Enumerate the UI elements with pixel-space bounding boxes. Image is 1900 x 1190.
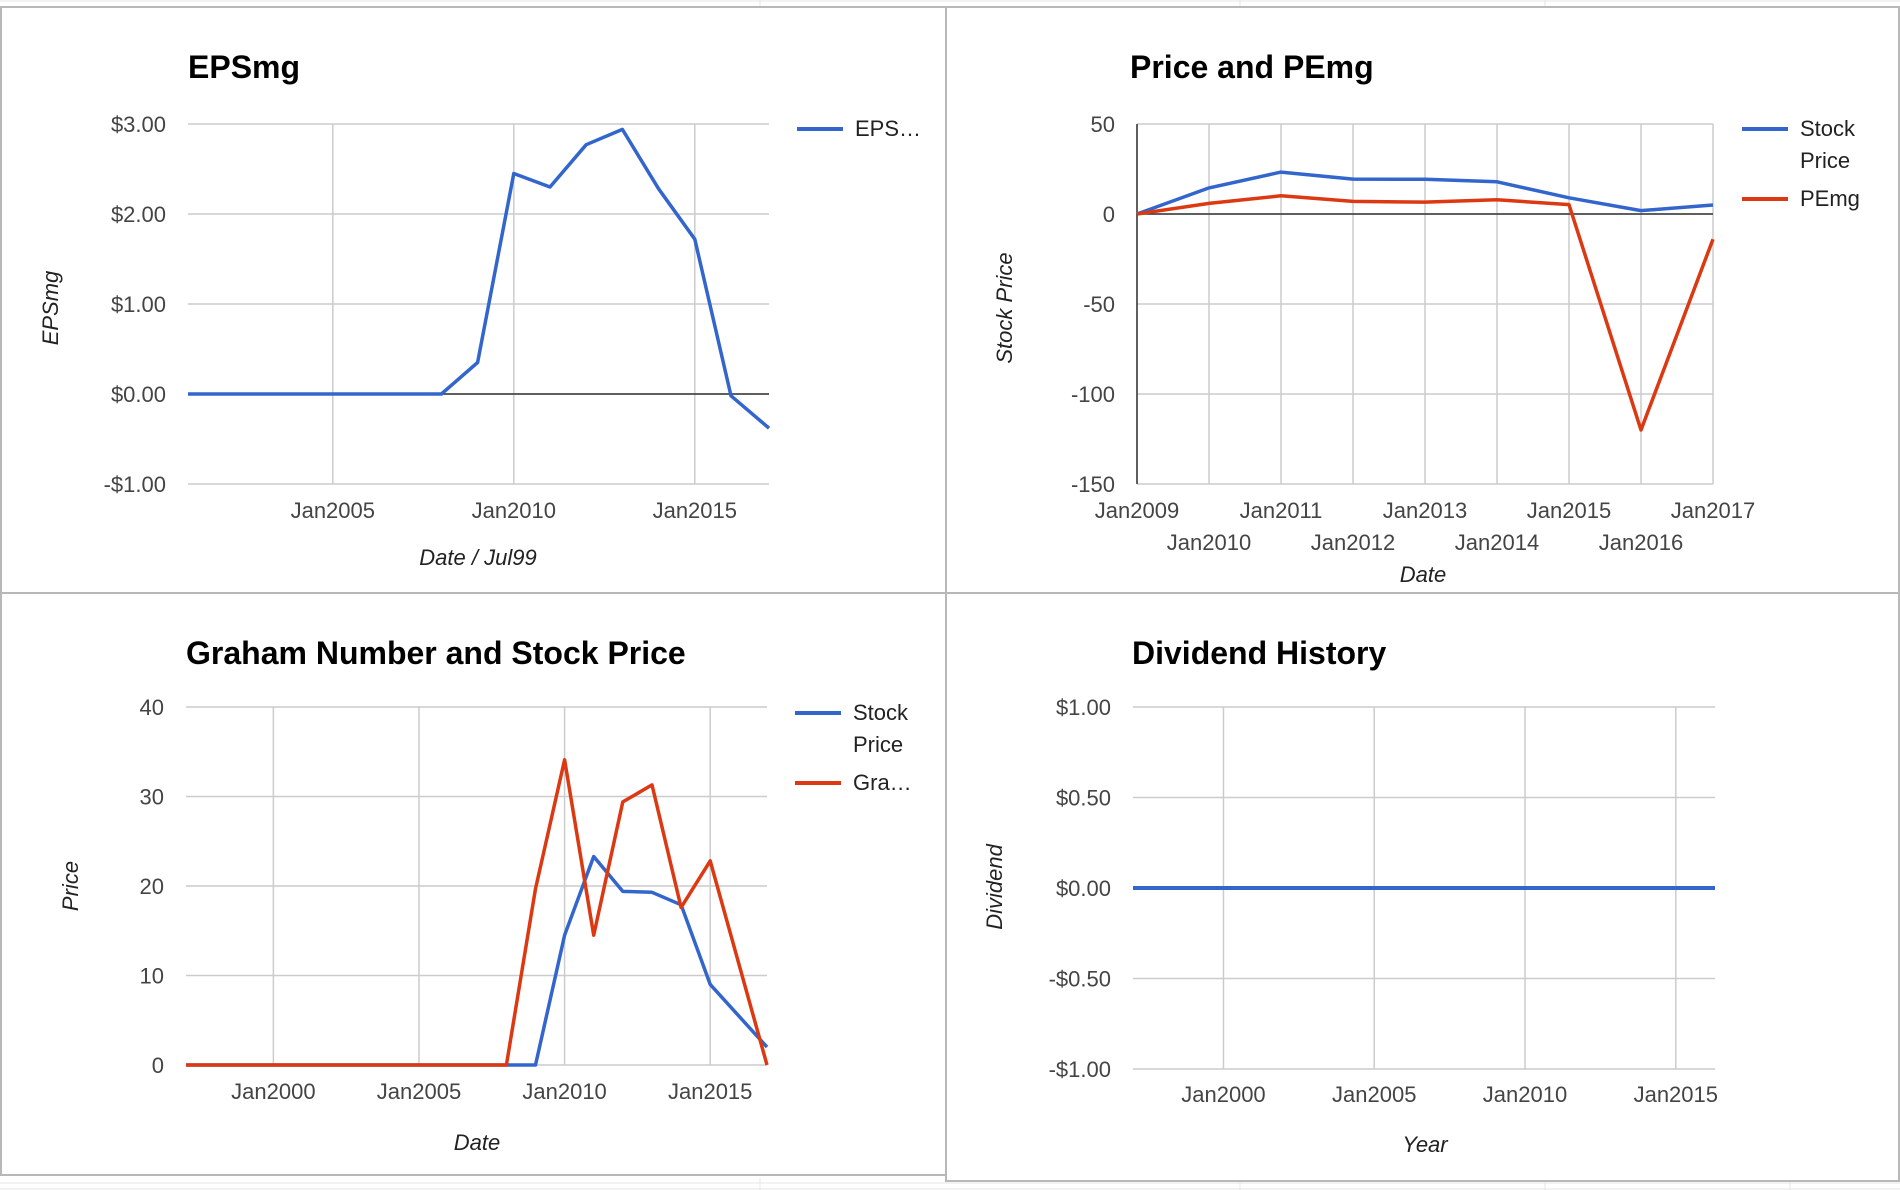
y-tick-label: -$0.50	[1049, 967, 1111, 992]
series-line-1	[1136, 170, 1714, 216]
x-tick-label: Jan2011	[1240, 498, 1323, 523]
y-tick-label: $0.00	[111, 382, 166, 407]
x-tick-label: Jan2005	[1332, 1082, 1416, 1107]
x-tick-label: Jan2005	[377, 1079, 461, 1104]
series-line-1	[186, 854, 769, 1067]
price-pe-x-axis-title: Date	[1400, 562, 1446, 587]
series-line-2	[186, 758, 769, 1067]
dividend-x-axis-title: Year	[1402, 1132, 1449, 1157]
graham-y-axis-title: Price	[58, 861, 83, 911]
graham-x-axis-title: Date	[454, 1130, 500, 1155]
x-tick-label: Jan2000	[231, 1079, 315, 1104]
x-tick-label: Jan2014	[1455, 530, 1539, 555]
x-tick-label: Jan2012	[1311, 530, 1395, 555]
x-tick-label: Jan2015	[668, 1079, 752, 1104]
y-tick-label: $3.00	[111, 112, 166, 137]
x-tick-label: Jan2016	[1599, 530, 1683, 555]
x-tick-label: Jan2015	[1634, 1082, 1718, 1107]
legend-label: Stock	[1800, 116, 1856, 141]
y-tick-label: 20	[140, 874, 164, 899]
y-tick-label: 30	[140, 785, 164, 810]
dividend-chart: Dividend History -$1.00 -$0.50 $0.00 $0.50 $…	[982, 635, 1718, 1157]
y-tick-label: $0.50	[1056, 786, 1111, 811]
series-line-1	[188, 127, 771, 430]
x-tick-label: Jan2010	[522, 1079, 606, 1104]
series-line-2	[1136, 194, 1715, 432]
price-pe-y-axis-title: Stock Price	[992, 252, 1017, 363]
eps-chart-title: EPSmg	[188, 49, 300, 85]
dividend-chart-panel: Dividend History -$1.00 -$0.50 $0.00 $0.50 $…	[945, 592, 1900, 1182]
y-tick-label: -$1.00	[1049, 1057, 1111, 1082]
eps-chart-panel: EPSmg -$1.00 $0.00 $1.00 $2.00 $3.00 Jan2005…	[0, 6, 947, 594]
y-tick-label: -50	[1083, 292, 1115, 317]
graham-chart-title: Graham Number and Stock Price	[186, 635, 686, 671]
y-tick-label: $1.00	[1056, 695, 1111, 720]
legend-label: Price	[853, 732, 903, 757]
legend-label: Price	[1800, 148, 1850, 173]
x-tick-label: Jan2010	[1167, 530, 1251, 555]
graham-chart-panel: Graham Number and Stock Price 0 10 20 30 40 …	[0, 592, 947, 1176]
legend-label: PEmg	[1800, 186, 1860, 211]
legend-label: Gra…	[853, 770, 912, 795]
price-pe-chart-title: Price and PEmg	[1130, 49, 1374, 85]
x-tick-label: Jan2005	[291, 498, 375, 523]
legend-label: Stock	[853, 700, 909, 725]
price-pe-chart-panel: Price and PEmg -150 -100 -50 0 50 Jan2009 Jan…	[945, 6, 1900, 594]
legend-label: EPS…	[855, 116, 921, 141]
x-tick-label: Jan2015	[1527, 498, 1611, 523]
y-tick-label: -$1.00	[104, 472, 166, 497]
y-tick-label: $2.00	[111, 202, 166, 227]
eps-y-axis-title: EPSmg	[38, 270, 63, 345]
x-tick-label: Jan2000	[1181, 1082, 1265, 1107]
x-tick-label: Jan2017	[1671, 498, 1755, 523]
y-tick-label: $0.00	[1056, 876, 1111, 901]
x-tick-label: Jan2010	[1483, 1082, 1567, 1107]
y-tick-label: $1.00	[111, 292, 166, 317]
dividend-chart-title: Dividend History	[1132, 635, 1386, 671]
eps-x-axis-title: Date / Jul99	[419, 545, 536, 570]
price-pe-chart: Price and PEmg -150 -100 -50 0 50 Jan2009 Jan…	[992, 49, 1860, 587]
y-tick-label: 0	[1103, 202, 1115, 227]
x-tick-label: Jan2009	[1095, 498, 1179, 523]
y-tick-label: 10	[140, 964, 164, 989]
eps-chart: EPSmg -$1.00 $0.00 $1.00 $2.00 $3.00 Jan2005…	[38, 49, 921, 570]
y-tick-label: 40	[140, 695, 164, 720]
y-tick-label: -100	[1071, 382, 1115, 407]
y-tick-label: 50	[1091, 112, 1115, 137]
dividend-y-axis-title: Dividend	[982, 843, 1007, 929]
x-tick-label: Jan2010	[472, 498, 556, 523]
x-tick-label: Jan2015	[653, 498, 737, 523]
graham-chart: Graham Number and Stock Price 010203040 …	[58, 635, 912, 1155]
y-tick-label: -150	[1071, 472, 1115, 497]
x-tick-label: Jan2013	[1383, 498, 1467, 523]
y-tick-label: 0	[152, 1053, 164, 1078]
